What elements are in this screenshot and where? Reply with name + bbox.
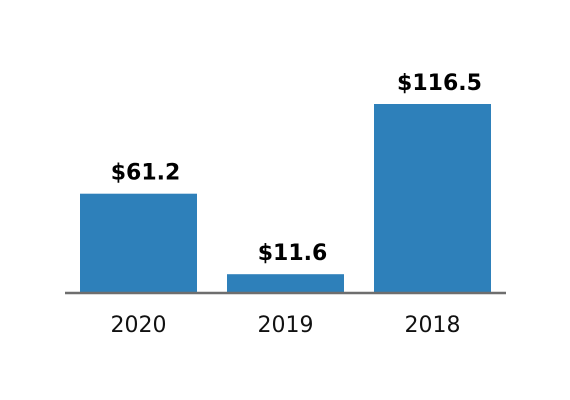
bar-2018 xyxy=(374,104,491,293)
bar-2019 xyxy=(227,274,344,293)
x-tick-label-2019: 2019 xyxy=(258,313,314,338)
x-tick-labels-layer: 2020 2019 2018 xyxy=(111,313,461,338)
x-tick-label-2020: 2020 xyxy=(111,313,167,338)
data-label-2019: $11.6 xyxy=(258,241,328,266)
data-label-2020: $61.2 xyxy=(111,161,181,186)
x-tick-label-2018: 2018 xyxy=(405,313,461,338)
data-labels-layer: $61.2 $11.6 $116.5 xyxy=(111,71,482,266)
bar-2020 xyxy=(80,193,197,293)
data-label-2018: $116.5 xyxy=(397,71,482,96)
bars-layer xyxy=(80,104,491,293)
